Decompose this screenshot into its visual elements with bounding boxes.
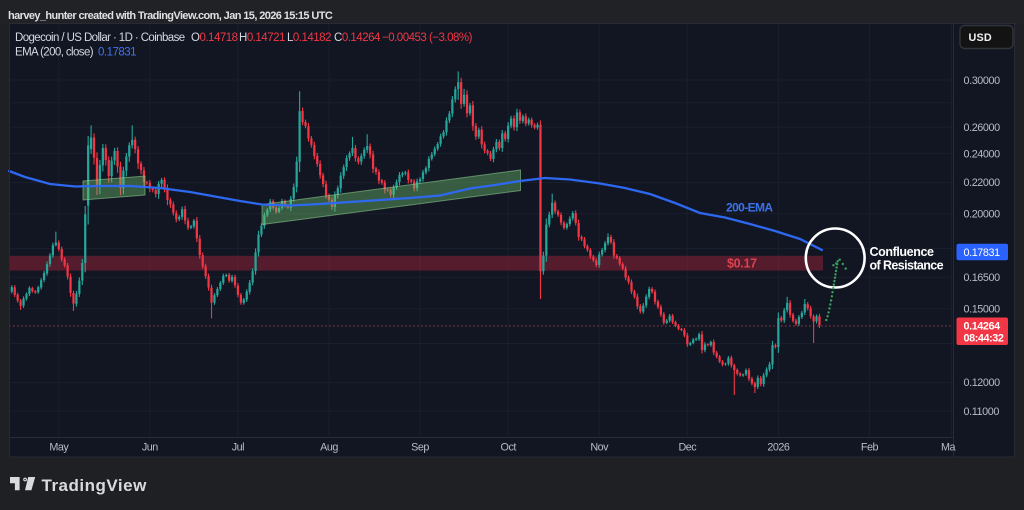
svg-text:0.17831: 0.17831: [98, 47, 136, 59]
svg-text:USD: USD: [969, 32, 992, 44]
svg-text:0.22000: 0.22000: [964, 177, 1001, 189]
svg-text:Jul: Jul: [232, 442, 244, 454]
svg-text:0.15000: 0.15000: [964, 304, 1001, 316]
svg-text:2026: 2026: [767, 442, 790, 454]
svg-text:Oct: Oct: [501, 442, 517, 454]
svg-text:$0.17: $0.17: [727, 257, 757, 271]
svg-text:08:44:32: 08:44:32: [964, 332, 1004, 344]
svg-text:Nov: Nov: [590, 442, 609, 454]
svg-text:of Resistance: of Resistance: [870, 259, 944, 273]
svg-text:0.24000: 0.24000: [964, 148, 1001, 160]
svg-text:Dec: Dec: [678, 442, 697, 454]
svg-text:Ma: Ma: [941, 442, 955, 454]
svg-text:Aug: Aug: [320, 442, 338, 454]
svg-text:Confluence: Confluence: [870, 245, 935, 259]
svg-text:May: May: [49, 442, 69, 454]
svg-text:200-EMA: 200-EMA: [726, 201, 773, 215]
svg-text:harvey_hunter created with Tra: harvey_hunter created with TradingView.c…: [8, 10, 333, 22]
svg-text:Dogecoin / US Dollar · 1D · Co: Dogecoin / US Dollar · 1D · Coinbase: [15, 32, 185, 44]
svg-text:0.16500: 0.16500: [964, 272, 1001, 284]
svg-text:Jun: Jun: [142, 442, 158, 454]
svg-text:0.14264: 0.14264: [964, 320, 1001, 332]
svg-text:TradingView: TradingView: [42, 476, 148, 495]
svg-text:0.11000: 0.11000: [964, 406, 1000, 418]
svg-text:0.17831: 0.17831: [964, 247, 1001, 259]
svg-text:0.12000: 0.12000: [964, 377, 1001, 389]
svg-text:Feb: Feb: [861, 442, 879, 454]
svg-text:Sep: Sep: [411, 442, 429, 454]
svg-text:0.30000: 0.30000: [964, 75, 1001, 87]
svg-text:EMA (200, close): EMA (200, close): [15, 47, 94, 59]
svg-text:0.20000: 0.20000: [964, 209, 1001, 221]
svg-text:0.26000: 0.26000: [964, 122, 1001, 134]
